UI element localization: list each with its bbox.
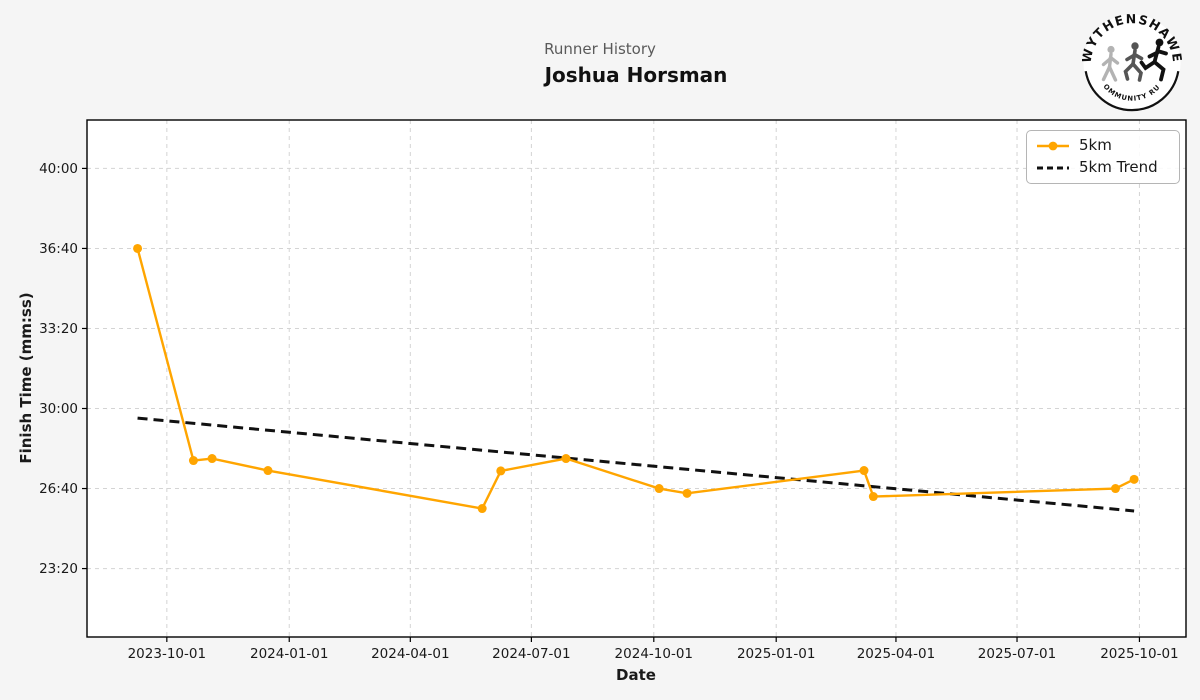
x-axis-label: Date xyxy=(616,666,656,684)
data-point xyxy=(561,454,571,464)
figure-title: Joshua Horsman xyxy=(544,63,728,87)
data-point xyxy=(263,466,273,476)
x-tick-label: 2024-07-01 xyxy=(492,646,570,662)
x-tick-label: 2024-04-01 xyxy=(371,646,449,662)
data-point xyxy=(188,456,198,466)
runner-icon-jogger xyxy=(1123,42,1144,82)
y-tick-label: 26:40 xyxy=(39,481,78,497)
legend: 5km 5km Trend xyxy=(1026,130,1180,184)
x-tick-label: 2025-07-01 xyxy=(978,646,1056,662)
data-point xyxy=(654,484,664,494)
data-point xyxy=(477,504,487,514)
x-tick-label: 2024-10-01 xyxy=(615,646,693,662)
legend-item-5km: 5km xyxy=(1036,138,1169,153)
legend-5km-line-icon xyxy=(1037,141,1069,150)
data-point xyxy=(868,492,878,502)
club-logo: WYTHENSHAWE COMMUNITY RUN xyxy=(1082,13,1182,112)
x-tick-label: 2025-04-01 xyxy=(857,646,935,662)
x-tick-label: 2024-01-01 xyxy=(250,646,328,662)
legend-item-5km-trend: 5km Trend xyxy=(1036,160,1169,175)
data-point xyxy=(1110,484,1120,494)
y-tick-label: 36:40 xyxy=(39,241,78,257)
x-tick-label: 2025-01-01 xyxy=(737,646,815,662)
data-point xyxy=(1129,474,1139,484)
figure-subtitle: Runner History xyxy=(544,40,656,58)
data-point xyxy=(859,466,869,476)
runner-icon-walker xyxy=(1101,45,1120,82)
legend-trend-line-icon xyxy=(1037,166,1069,169)
y-axis-label: Finish Time (mm:ss) xyxy=(17,292,35,464)
data-point xyxy=(207,454,217,464)
y-tick-label: 40:00 xyxy=(39,161,78,177)
legend-trend-label: 5km Trend xyxy=(1079,158,1158,176)
data-point xyxy=(133,243,143,253)
x-tick-label: 2023-10-01 xyxy=(128,646,206,662)
legend-5km-label: 5km xyxy=(1079,136,1112,154)
logo-ring xyxy=(1084,71,1180,112)
plot-area xyxy=(87,120,1186,637)
y-tick-label: 33:20 xyxy=(39,321,78,337)
runner-icon-sprinter xyxy=(1139,38,1168,82)
data-point xyxy=(496,466,506,476)
plot-border xyxy=(86,119,1187,638)
data-point xyxy=(682,488,692,498)
trend-line xyxy=(137,416,1135,513)
y-tick-label: 30:00 xyxy=(39,401,78,417)
x-tick-label: 2025-10-01 xyxy=(1100,646,1178,662)
y-tick-label: 23:20 xyxy=(39,561,78,577)
